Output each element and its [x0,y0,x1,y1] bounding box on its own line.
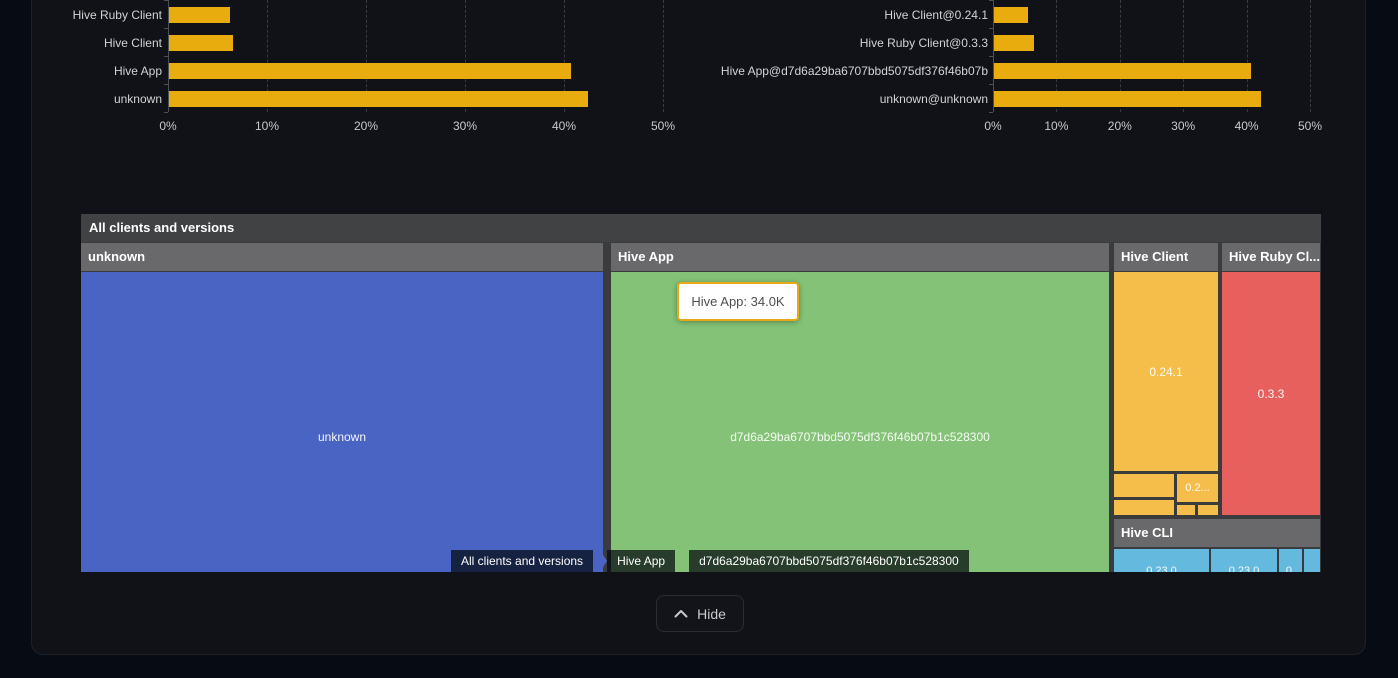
axis-tick [989,0,993,1]
versions-bar-chart: 0% 10% 20% 30% 40% 50% Hive Client@0.24.1 Hive … [700,0,1380,140]
bar-Hive App[interactable] [169,63,571,79]
breadcrumb-item-version-hash[interactable]: d7d6a29ba6707bbd5075df376f46b07b1c528300 [689,550,969,572]
axis-tick [164,28,168,29]
treemap-section-hive-client-header[interactable]: Hive Client [1114,243,1218,271]
axis-tick [989,84,993,85]
category-label: Hive Ruby Client@0.3.3 [859,36,988,50]
x-tick-label: 0% [159,119,177,133]
axis-tick [164,56,168,57]
treemap-block-hive-client-main-label: 0.24.1 [1149,364,1183,379]
treemap-section-unknown: unknown unknown [81,243,603,572]
x-tick-label: 50% [1297,119,1323,133]
breadcrumb-item-root[interactable]: All clients and versions [451,550,594,572]
axis-tick [164,84,168,85]
treemap-section-hive-cli: Hive CLI 0.23.0 0.23.0 0. [1114,519,1320,572]
treemap-block-hive-ruby-client-label: 0.3.3 [1257,386,1285,401]
gridline [267,0,268,112]
treemap-section-hive-app-header[interactable]: Hive App [611,243,1109,271]
treemap-block-hive-cli-1[interactable]: 0.23.0 [1114,549,1209,572]
treemap-block-hive-cli-2-label: 0.23.0 [1228,565,1260,572]
gridline [1119,0,1121,112]
x-tick-label: 20% [1107,119,1132,133]
treemap-block-hive-client-sub1[interactable] [1114,474,1174,497]
x-tick-label: 30% [452,119,478,133]
y-axis-line [993,0,994,112]
treemap-block-hive-client-sub3[interactable] [1114,500,1174,515]
breadcrumb-item-hive-app[interactable]: Hive App [607,550,676,572]
x-tick-label: 30% [1171,119,1196,133]
gridline [465,0,466,112]
clients-bar-chart: 0% 10% 20% 30% 40% 50% Hive Ruby Client Hive Cl… [31,0,691,140]
axis-tick [164,112,168,113]
bar-Hive Client[interactable] [169,35,234,51]
treemap-block-unknown[interactable]: unknown [81,272,603,572]
x-tick-label: 40% [1234,119,1259,133]
category-label: Hive App@d7d6a29ba6707bbd5075df376f46b07… [720,64,988,78]
treemap-section-hive-client: Hive Client 0.24.1 0.2... [1114,243,1218,515]
bar-Hive App@d7d6a29ba6707bbd5075df376f46b07b[interactable] [994,63,1251,79]
gridline [1056,0,1058,112]
hide-button-label: Hide [697,605,726,622]
category-label: Hive Client@0.24.1 [884,8,988,22]
bar-unknown[interactable] [169,91,588,107]
breadcrumb: All clients and versions Hive App d7d6a2… [451,550,969,572]
treemap-block-hive-app-label: d7d6a29ba6707bbd5075df376f46b07b1c528300 [730,430,990,444]
category-label: unknown@unknown [879,92,988,106]
axis-tick [989,28,993,29]
treemap-root-header[interactable]: All clients and versions [81,214,1321,242]
treemap-section-hive-ruby-client: Hive Ruby Cl... 0.3.3 [1222,243,1320,515]
treemap-block-hive-cli-3-label: 0. [1285,565,1296,572]
tooltip: Hive App: 34.0K [677,282,799,321]
chevron-right-icon [593,550,608,572]
x-tick-label: 10% [1044,119,1069,133]
y-axis-line [168,0,169,112]
axis-tick [989,112,993,113]
category-label: Hive App [113,64,162,78]
treemap-block-hive-cli-3[interactable]: 0. [1279,549,1302,572]
treemap-block-hive-client-sub4[interactable] [1177,505,1195,515]
category-label: unknown [113,92,162,106]
axis-tick [164,0,168,1]
x-tick-label: 0% [984,119,1002,133]
bar-Hive Ruby Client@0.3.3[interactable] [994,35,1034,51]
treemap-block-hive-client-sub5[interactable] [1198,505,1218,515]
treemap-block-hive-ruby-client[interactable]: 0.3.3 [1222,272,1320,515]
x-tick-label: 20% [353,119,379,133]
x-tick-label: 40% [551,119,577,133]
treemap-block-hive-client-main[interactable]: 0.24.1 [1114,272,1218,471]
hide-button[interactable]: Hide [656,595,744,632]
bar-Hive Client@0.24.1[interactable] [994,7,1029,23]
treemap-block-hive-cli-4[interactable] [1304,549,1320,572]
tooltip-text: Hive App: 34.0K [691,294,785,309]
treemap-section-hive-ruby-client-header[interactable]: Hive Ruby Cl... [1222,243,1320,271]
treemap-block-hive-cli-1-label: 0.23.0 [1146,565,1177,572]
gridline [1246,0,1248,112]
gridline [1183,0,1185,112]
gridline [1310,0,1311,112]
treemap: All clients and versions unknown unknown… [81,214,1321,572]
chevron-up-icon [674,610,688,618]
treemap-block-hive-cli-2[interactable]: 0.23.0 [1211,549,1277,572]
treemap-block-hive-app[interactable]: d7d6a29ba6707bbd5075df376f46b07b1c528300 [611,272,1109,572]
gridline [663,0,664,112]
treemap-block-unknown-label: unknown [317,430,367,444]
axis-tick [989,56,993,57]
gridline [366,0,367,112]
treemap-section-unknown-header[interactable]: unknown [81,243,603,271]
chevron-right-icon [675,550,690,572]
treemap-block-hive-client-sub2[interactable]: 0.2... [1177,474,1218,502]
bar-unknown@unknown[interactable] [994,91,1261,107]
category-label: Hive Client [103,36,162,50]
bar-Hive Ruby Client[interactable] [169,7,231,23]
category-label: Hive Ruby Client [72,8,162,22]
treemap-section-hive-app: Hive App d7d6a29ba6707bbd5075df376f46b07… [611,243,1109,572]
treemap-section-hive-cli-header[interactable]: Hive CLI [1114,519,1320,547]
gridline [564,0,565,112]
x-tick-label: 50% [650,119,676,133]
treemap-block-hive-client-sub2-label: 0.2... [1185,482,1210,494]
x-tick-label: 10% [254,119,280,133]
